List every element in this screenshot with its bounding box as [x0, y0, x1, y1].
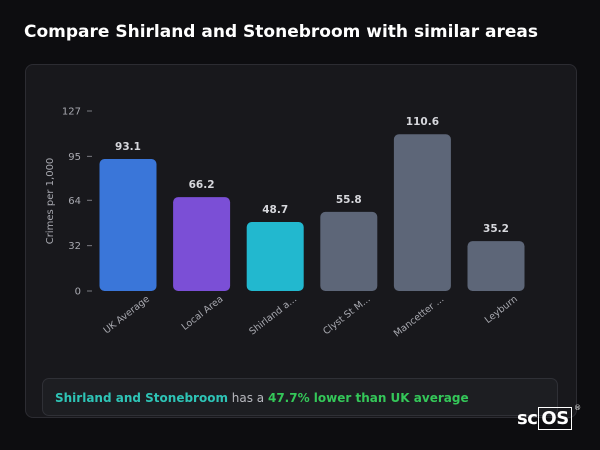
x-category-label: Shirland a...: [247, 294, 299, 338]
bar-value-label: 110.6: [406, 116, 439, 128]
bar-value-label: 93.1: [115, 141, 141, 153]
bar-4: [320, 211, 378, 291]
y-tick-label: 64: [68, 196, 81, 207]
summary-text: has a: [227, 391, 268, 405]
bar-1: [99, 159, 157, 291]
y-axis-label: Crimes per 1,000: [45, 158, 56, 245]
bar-value-label: 66.2: [189, 179, 215, 191]
bar-5: [393, 134, 451, 291]
y-tick-label: 127: [62, 107, 81, 118]
x-category-label: UK Average: [102, 294, 152, 337]
bar-2: [173, 197, 231, 291]
logo-prefix: sc: [517, 408, 538, 429]
logo-boxed: OS: [538, 407, 572, 430]
summary-area-name: Shirland and Stonebroom: [55, 391, 228, 405]
bar-value-label: 55.8: [336, 194, 362, 206]
summary-stat: 47.7% lower than UK average: [267, 391, 469, 405]
scos-logo: sc OS ®: [517, 404, 581, 430]
x-category-label: Local Area: [180, 294, 226, 333]
y-tick-label: 0: [75, 287, 81, 298]
x-category-label: Leyburn: [483, 294, 520, 326]
bar-3: [246, 221, 304, 291]
chart-card: Crimes per 1,000 0 32 64 95 127 93.1 UK Average…: [25, 64, 577, 418]
y-tick-label: 32: [68, 241, 81, 252]
comparison-summary: Shirland and Stonebroom has a 47.7% lowe…: [42, 378, 558, 416]
y-tick-label: 95: [68, 152, 81, 163]
crime-bar-chart: Crimes per 1,000 0 32 64 95 127 93.1 UK Average…: [45, 107, 525, 340]
x-category-label: Mancetter ...: [392, 294, 446, 340]
page-title: Compare Shirland and Stonebroom with sim…: [24, 22, 539, 42]
bar-value-label: 48.7: [262, 204, 288, 216]
x-category-label: Clyst St M...: [321, 294, 372, 338]
bar-value-label: 35.2: [483, 223, 509, 235]
logo-registered-mark: ®: [574, 404, 581, 412]
bar-6: [467, 241, 525, 291]
